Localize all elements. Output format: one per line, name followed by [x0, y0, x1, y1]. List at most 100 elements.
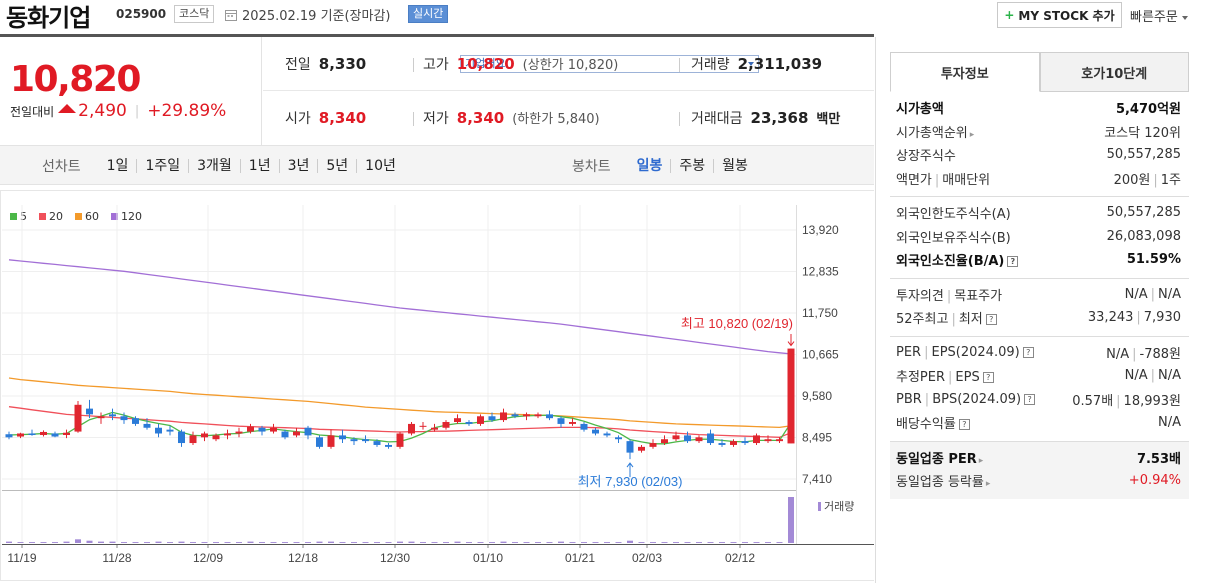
period-candle-2[interactable]: 월봉 [722, 158, 748, 174]
volume-bar [213, 542, 219, 543]
legend-swatch [39, 213, 46, 220]
info-label-text: 동일업종 등락률 [896, 475, 984, 491]
candle-body [166, 429, 174, 432]
info-value-text: 7,930 [1143, 310, 1181, 326]
tab-order-book[interactable]: 호가10단계 [1039, 52, 1189, 92]
my-stock-add-button[interactable]: + MY STOCK 추가 [997, 2, 1122, 28]
volume-bar [558, 541, 564, 543]
volume-bar [270, 542, 277, 543]
period-line-2[interactable]: 3개월 [189, 159, 241, 173]
info-label: 추정PER | EPS? [896, 366, 994, 385]
volume-bar [132, 542, 139, 543]
info-label: 동일업종 PER ▸ [896, 448, 983, 467]
divider: | [946, 288, 952, 304]
info-label: 시가총액순위 ▸ [896, 122, 974, 141]
header-divider [0, 34, 874, 37]
chevron-right-icon[interactable]: ▸ [969, 129, 975, 140]
volume-bar [753, 542, 760, 543]
divider: | [1150, 368, 1155, 384]
high-price-label: 고가 [423, 57, 449, 73]
candle-body [178, 431, 185, 444]
info-value-text: 200원 [1113, 172, 1151, 188]
x-tick-label: 02/12 [725, 551, 755, 565]
volume-bar [167, 542, 173, 543]
y-tick-label: 13,920 [802, 223, 839, 237]
quick-order-button[interactable]: 빠른주문 [1130, 6, 1188, 25]
x-tick-label: 11/28 [102, 551, 131, 565]
legend-swatch [10, 213, 17, 220]
chevron-right-icon[interactable]: ▸ [978, 455, 984, 466]
candle-body [63, 432, 70, 436]
volume-label: 거래량 [824, 500, 854, 513]
volume-bar [259, 542, 265, 543]
investment-info-table: 시가총액 5,470억원 시가총액순위 ▸ 코스닥 120위 상장주식수 50,557,28… [890, 92, 1189, 499]
candle-body [500, 412, 507, 421]
candle-body [281, 431, 289, 438]
candle-body [189, 435, 197, 444]
divider: | [1136, 310, 1141, 326]
info-label: 배당수익률? [896, 413, 970, 432]
help-icon[interactable]: ? [1022, 346, 1034, 358]
help-icon[interactable]: ? [1007, 256, 1019, 268]
info-label-text: PBR [896, 391, 922, 407]
volume-bar [719, 542, 725, 543]
info-section-s3: 투자의견 | 목표주가 N/A | N/A 52주최고 | 최저? 33,243 | 7,930 [890, 277, 1189, 336]
help-icon[interactable]: ? [982, 372, 994, 384]
help-icon[interactable]: ? [1024, 393, 1036, 405]
period-line-5[interactable]: 5년 [318, 159, 358, 173]
candle-body [695, 437, 703, 442]
realtime-button[interactable]: 실시간 [408, 5, 449, 23]
info-label: 상장주식수 [896, 145, 956, 164]
info-section-s4: PER | EPS(2024.09)? N/A | -788원 추정PER | EPS? N/A |… [890, 335, 1189, 441]
info-value-text: +0.94% [1128, 473, 1181, 489]
volume-bar [408, 541, 415, 543]
stock-name: 동화기업 [6, 4, 91, 32]
tab-investment-info[interactable]: 투자정보 [890, 52, 1040, 92]
volume-bar [201, 542, 208, 543]
upper-limit-value: 10,820) [567, 58, 619, 73]
period-line-3[interactable]: 1년 [241, 159, 280, 173]
period-line-0[interactable]: 1일 [99, 159, 138, 173]
candle-body [638, 446, 645, 451]
candle-body [684, 435, 691, 442]
info-label-text: BPS(2024.09) [932, 391, 1022, 407]
x-tick-label: 01/21 [565, 551, 595, 565]
candle-chart-label: 봉차트 [572, 159, 611, 175]
help-icon[interactable]: ? [985, 314, 997, 326]
volume-bar [696, 542, 702, 543]
info-label-text: 최저 [958, 312, 983, 328]
chevron-right-icon[interactable]: ▸ [985, 479, 991, 490]
open-price: 시가 8,340 [285, 108, 366, 128]
period-line-6[interactable]: 10년 [365, 158, 396, 174]
price-change-value: 2,490 [78, 101, 127, 121]
volume-bar [374, 542, 380, 543]
info-value-text: 7.53배 [1136, 451, 1181, 467]
volume-bar [40, 542, 47, 543]
company-overview-button[interactable]: 기업개요 [460, 55, 759, 73]
candle-body [511, 414, 519, 417]
candle-body [580, 423, 588, 430]
candle-body [569, 422, 576, 424]
info-label-text: 외국인보유주식수(B) [896, 230, 1011, 246]
candle-body [661, 439, 668, 444]
volume-bar [592, 542, 599, 543]
chart-frame [0, 190, 874, 581]
period-line-1[interactable]: 1주일 [137, 159, 190, 173]
help-icon[interactable]: ? [958, 419, 970, 431]
upper-limit-label: (상한가 [522, 58, 564, 73]
legend-item-ma60: 60 [75, 210, 99, 223]
x-tick-label: 02/03 [632, 551, 662, 565]
period-candle-1[interactable]: 주봉 [671, 159, 715, 173]
stock-chart[interactable]: 13,920 12,835 11,750 10,665 9,580 8,495 7,410 1… [0, 150, 874, 583]
y-tick-label: 9,580 [802, 389, 832, 403]
info-row: 동일업종 등락률 ▸ +0.94% [896, 469, 1181, 493]
info-label-text: 추정PER [896, 370, 946, 386]
quick-order-label: 빠른주문 [1130, 10, 1178, 25]
volume-bar [454, 541, 461, 543]
period-line-4[interactable]: 3년 [280, 159, 319, 173]
y-tick-label: 8,495 [802, 431, 832, 445]
info-value: +0.94% [1129, 473, 1181, 488]
volume-bar [627, 540, 633, 543]
period-candle-0[interactable]: 일봉 [629, 159, 672, 173]
period-selector: 선차트 1일 1주일 3개월 1년 3년 5년 10년 봉차트 일봉 주봉 월봉 [0, 145, 874, 185]
